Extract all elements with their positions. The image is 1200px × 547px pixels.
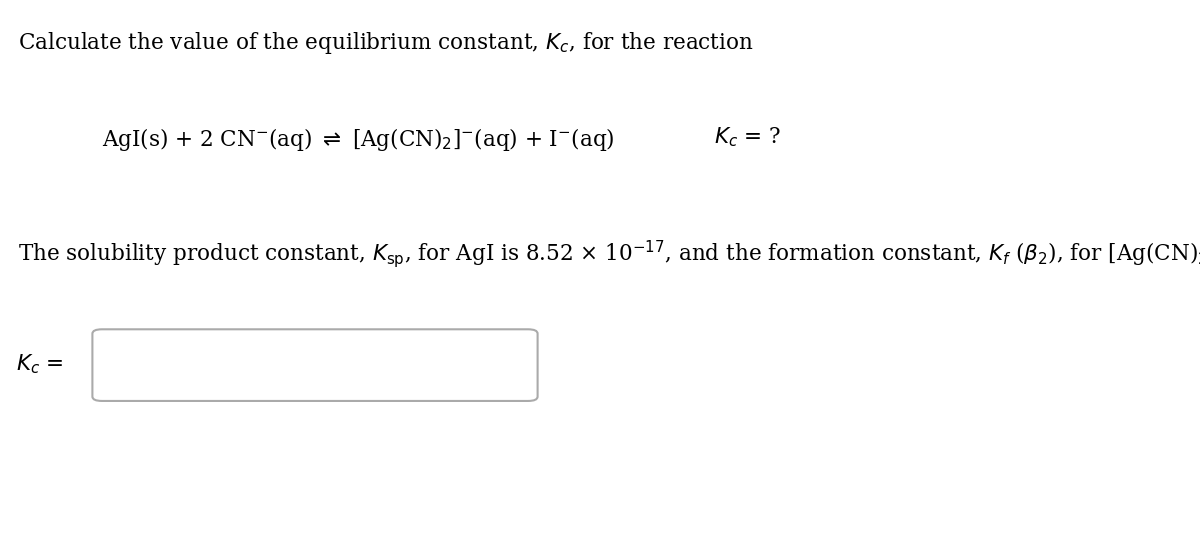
Text: AgI(s) + 2 CN$^{-}$(aq) $\rightleftharpoons$ [Ag(CN)$_2$]$^{-}$(aq) + I$^{-}$(aq: AgI(s) + 2 CN$^{-}$(aq) $\rightleftharpo… <box>102 126 614 153</box>
Text: $K_c$ =: $K_c$ = <box>16 352 64 376</box>
Text: $K_c$ = ?: $K_c$ = ? <box>714 126 781 149</box>
Text: The solubility product constant, $K_{\mathrm{sp}}$, for AgI is 8.52 × 10$^{-17}$: The solubility product constant, $K_{\ma… <box>18 238 1200 270</box>
Text: Calculate the value of the equilibrium constant, $K_c$, for the reaction: Calculate the value of the equilibrium c… <box>18 30 754 56</box>
FancyBboxPatch shape <box>92 329 538 401</box>
